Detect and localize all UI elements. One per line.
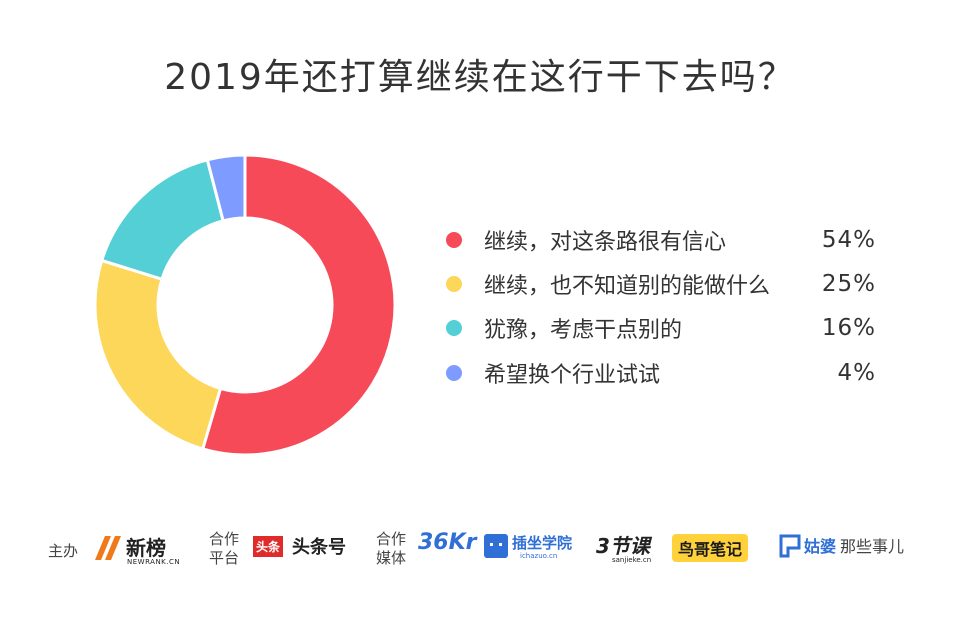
legend-dot [446, 232, 462, 248]
legend-label: 犹豫，考虑干点别的 [484, 318, 683, 343]
3jieke-logo-text: 3节课 [596, 534, 650, 558]
donut-chart [93, 153, 397, 457]
niaoge-logo: 鸟哥笔记 [672, 534, 749, 562]
chazuo-logo-subtext: ichazuo.cn [520, 552, 558, 560]
legend-value: 16% [821, 315, 876, 341]
legend-dot [446, 276, 462, 292]
donut-slice-4 [205, 153, 247, 223]
newrank-logo-icon [95, 536, 121, 560]
legend-item: 希望换个行业试试 4% [446, 353, 876, 393]
legend-label: 希望换个行业试试 [484, 363, 661, 388]
host-label: 主办 [48, 542, 79, 560]
legend-item: 犹豫，考虑干点别的 16% [446, 308, 876, 348]
gupo-logo-text: 姑婆 [804, 537, 837, 556]
newrank-logo-text: 新榜 [126, 536, 166, 560]
sponsor-footer: 主办 新榜 NEWRANK.CN 合作 平台 头条 头条号 合作 媒体 36Kr… [0, 520, 960, 580]
legend-item: 继续，对这条路很有信心 54% [446, 220, 876, 260]
gupo-logo-icon [779, 534, 801, 558]
3jieke-logo-subtext: sanjieke.cn [612, 556, 652, 564]
newrank-logo-subtext: NEWRANK.CN [127, 558, 181, 566]
legend-label: 继续，也不知道别的能做什么 [484, 274, 771, 299]
chazuo-logo-text: 插坐学院 [512, 534, 573, 552]
donut-slice-1 [200, 153, 397, 457]
legend-item: 继续，也不知道别的能做什么 25% [446, 264, 876, 304]
donut-slice-2 [93, 258, 223, 451]
toutiao-logo-box: 头条 [253, 536, 284, 557]
chart-title: 2019年还打算继续在这行干下去吗？ [164, 57, 796, 98]
legend-value: 25% [821, 271, 876, 297]
platform-label-line2: 平台 [209, 549, 240, 567]
legend-value: 4% [837, 360, 876, 386]
media-label-line2: 媒体 [376, 549, 407, 567]
media-label-line1: 合作 [376, 530, 407, 548]
chazuo-logo-icon [484, 534, 508, 558]
donut-slice-3 [99, 157, 225, 282]
toutiao-logo-text: 头条号 [292, 537, 346, 558]
platform-label-line1: 合作 [209, 530, 240, 548]
gupo-logo-tail: 那些事儿 [840, 537, 905, 556]
legend-dot [446, 320, 462, 336]
legend-dot [446, 365, 462, 381]
legend-value: 54% [821, 227, 876, 253]
legend-label: 继续，对这条路很有信心 [484, 230, 727, 255]
36kr-logo: 36Kr [418, 530, 477, 555]
